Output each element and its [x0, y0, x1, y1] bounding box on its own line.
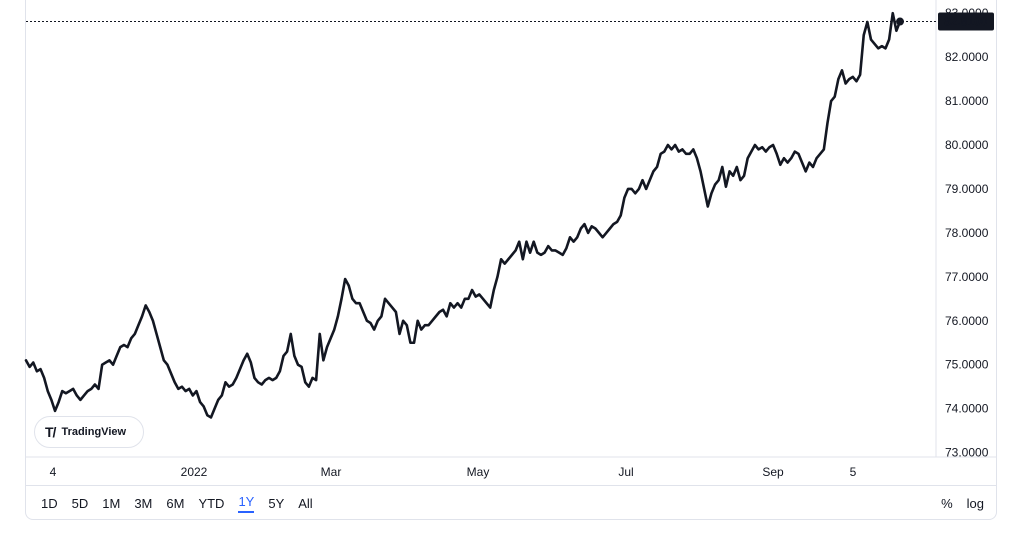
range-button-6m[interactable]: 6M	[159, 486, 191, 520]
y-tick-label: 80.0000	[945, 138, 989, 152]
y-tick-label: 74.0000	[945, 402, 989, 416]
y-tick-label: 78.0000	[945, 226, 989, 240]
range-selector: 1D 5D 1M 3M 6M YTD 1Y 5Y All % log	[26, 486, 996, 520]
range-button-all[interactable]: All	[291, 486, 319, 520]
range-button-5y[interactable]: 5Y	[261, 486, 291, 520]
y-tick-label: 81.0000	[945, 94, 989, 108]
x-tick-label: 2022	[181, 465, 208, 479]
y-tick-label: 76.0000	[945, 314, 989, 328]
tradingview-logo[interactable]: T/ TradingView	[34, 416, 144, 448]
x-tick-label: Sep	[762, 465, 784, 479]
last-price-dot	[896, 17, 904, 26]
range-button-label: 1Y	[238, 494, 255, 513]
range-button-1d[interactable]: 1D	[34, 486, 65, 520]
x-tick-label: May	[467, 465, 490, 479]
price-series-line	[24, 11, 902, 419]
svg-text:82.8100: 82.8100	[944, 15, 988, 29]
chart-frame	[25, 0, 997, 520]
price-chart[interactable]: 83.000082.000081.000080.000079.000078.00…	[0, 0, 1024, 486]
x-tick-label: Mar	[321, 465, 342, 479]
y-tick-label: 79.0000	[945, 182, 989, 196]
range-button-label: 1D	[41, 495, 58, 511]
range-button-label: All	[298, 495, 313, 511]
y-tick-label: 75.0000	[945, 358, 989, 372]
range-button-3m[interactable]: 3M	[127, 486, 159, 520]
range-button-1y[interactable]: 1Y	[231, 486, 261, 520]
range-button-1m[interactable]: 1M	[95, 486, 127, 520]
log-scale-toggle[interactable]: log	[966, 495, 984, 511]
range-button-5d[interactable]: 5D	[65, 486, 96, 520]
y-tick-label: 73.0000	[945, 446, 989, 460]
range-button-label: 5Y	[268, 495, 285, 511]
y-tick-label: 77.0000	[945, 270, 989, 284]
tradingview-logo-text: TradingView	[61, 426, 127, 438]
range-button-label: 1M	[102, 495, 121, 511]
x-tick-label: 5	[850, 465, 857, 479]
range-button-ytd[interactable]: YTD	[191, 486, 231, 520]
range-button-label: YTD	[198, 495, 225, 511]
range-bar-divider	[26, 485, 996, 486]
percent-scale-toggle[interactable]: %	[941, 495, 953, 511]
y-tick-label: 82.0000	[945, 50, 989, 64]
tradingview-logo-icon: T/	[45, 424, 56, 440]
range-button-label: 5D	[71, 495, 89, 511]
x-tick-label: 4	[50, 465, 57, 479]
range-button-label: 3M	[134, 495, 153, 511]
last-price-label: 82.8100	[938, 12, 994, 31]
range-button-label: 6M	[166, 495, 185, 511]
x-tick-label: Jul	[618, 465, 633, 479]
